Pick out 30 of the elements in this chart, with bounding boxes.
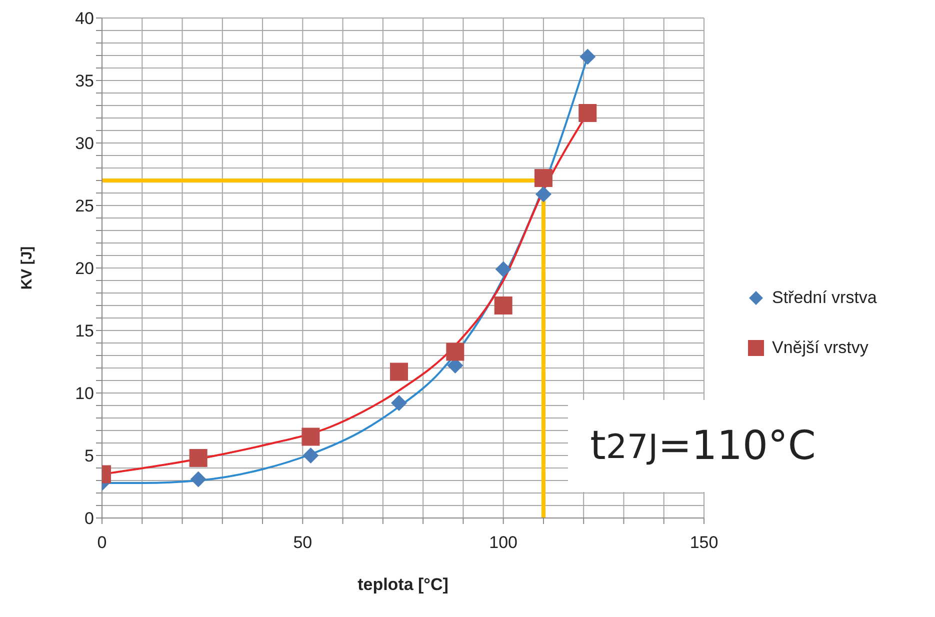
y-tick-label: 5	[84, 446, 94, 466]
point	[190, 471, 206, 488]
x-tick-label: 150	[690, 533, 718, 552]
y-tick-label: 20	[75, 259, 94, 278]
legend-label: Vnější vrstvy	[772, 338, 868, 358]
point	[302, 428, 320, 446]
point	[534, 169, 552, 187]
x-axis-title: teplota [°C]	[358, 575, 448, 594]
point	[390, 362, 408, 381]
y-axis-title: KV [J]	[18, 246, 36, 290]
point	[578, 104, 597, 122]
point	[580, 48, 596, 65]
point	[494, 296, 512, 314]
y-tick-label: 25	[75, 196, 94, 216]
x-tick-label: 0	[97, 533, 107, 552]
y-tick-label: 15	[75, 322, 94, 341]
point	[302, 448, 319, 464]
y-tick-label: 30	[75, 134, 94, 154]
point	[189, 449, 208, 467]
point	[446, 342, 464, 361]
x-tick-label: 50	[293, 533, 312, 552]
point	[390, 395, 407, 411]
y-tick-label: 10	[75, 384, 94, 404]
legend-label: Střední vrstva	[772, 288, 877, 308]
point	[495, 261, 512, 278]
y-tick-label: 40	[75, 9, 94, 28]
y-tick-label: 35	[75, 72, 94, 91]
point	[535, 186, 552, 202]
y-tick-label: 0	[84, 509, 94, 528]
x-tick-label: 100	[489, 533, 518, 552]
